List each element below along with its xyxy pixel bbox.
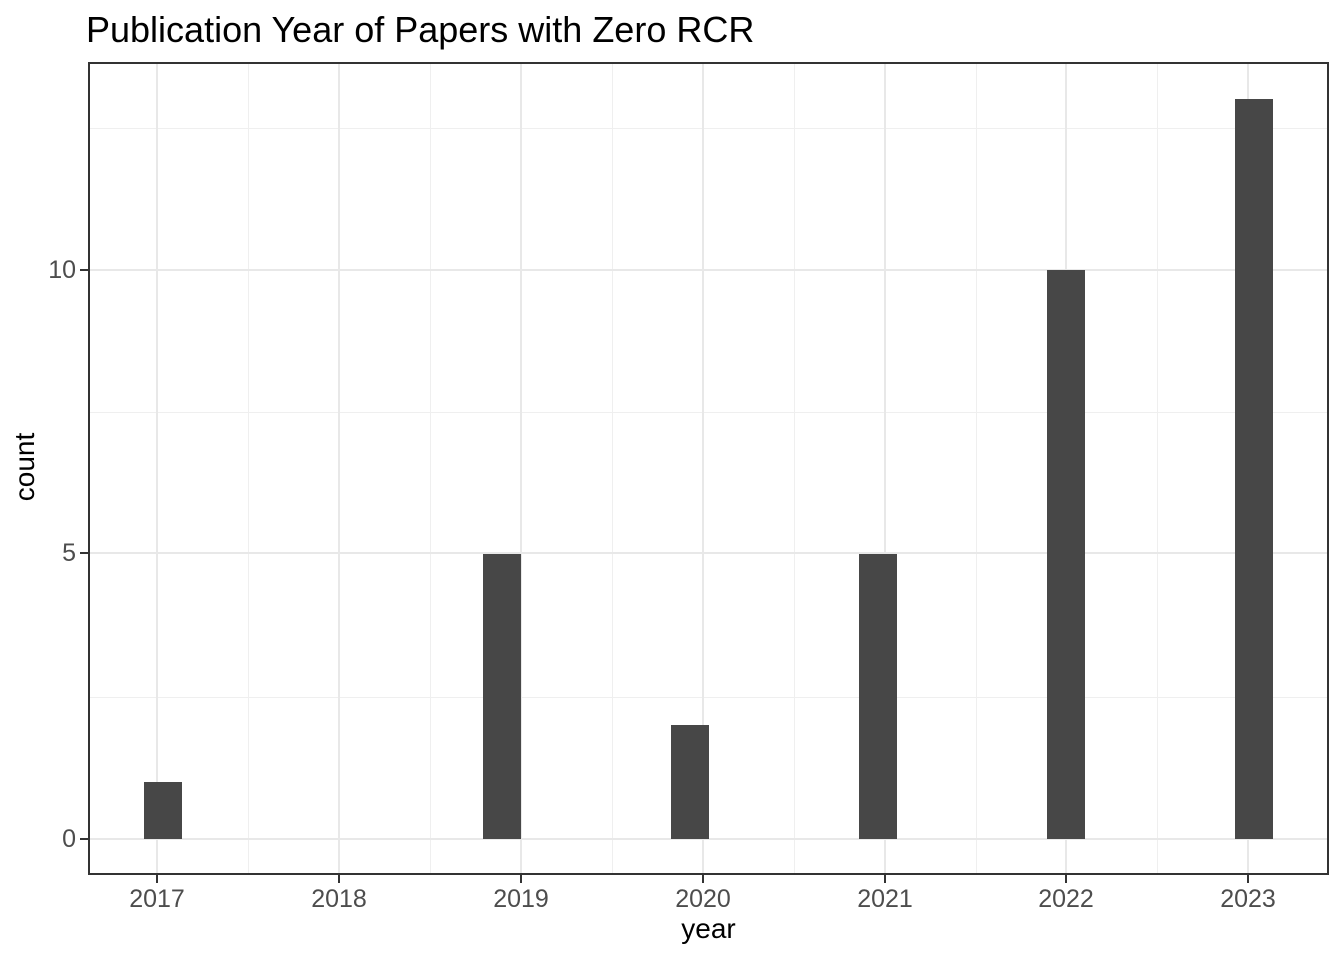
bar-2022: [1047, 270, 1085, 839]
x-tick-mark: [338, 875, 340, 883]
gridline-minor-vertical: [794, 64, 795, 873]
plot-title: Publication Year of Papers with Zero RCR: [86, 9, 755, 50]
gridline-minor-vertical: [1157, 64, 1158, 873]
y-tick-mark: [80, 838, 88, 840]
x-axis-title: year: [681, 913, 736, 944]
gridline-major-vertical: [884, 64, 886, 873]
gridline-major-vertical: [156, 64, 158, 873]
gridline-major-vertical: [702, 64, 704, 873]
x-tick-mark: [520, 875, 522, 883]
x-tick-label-2017: 2017: [129, 885, 185, 913]
y-tick-mark: [80, 269, 88, 271]
y-tick-label-5: 5: [62, 539, 76, 567]
x-tick-mark: [1065, 875, 1067, 883]
x-tick-label-2019: 2019: [493, 885, 549, 913]
x-tick-mark: [156, 875, 158, 883]
x-tick-label-2020: 2020: [675, 885, 731, 913]
x-tick-label-2021: 2021: [857, 885, 913, 913]
gridline-minor-horizontal: [90, 128, 1327, 129]
gridline-minor-horizontal: [90, 697, 1327, 698]
gridline-minor-horizontal: [90, 412, 1327, 413]
x-tick-label-2018: 2018: [311, 885, 367, 913]
bar-2023: [1235, 99, 1273, 839]
gridline-major-vertical: [338, 64, 340, 873]
gridline-minor-vertical: [976, 64, 977, 873]
plot-panel: [88, 62, 1329, 875]
gridline-major-vertical: [520, 64, 522, 873]
y-tick-label-0: 0: [62, 825, 76, 853]
gridline-minor-vertical: [248, 64, 249, 873]
gridline-minor-vertical: [430, 64, 431, 873]
gridline-major-horizontal: [90, 269, 1327, 271]
y-tick-label-10: 10: [48, 256, 76, 284]
x-tick-mark: [702, 875, 704, 883]
y-tick-mark: [80, 552, 88, 554]
bar-2021: [859, 554, 897, 839]
gridline-minor-vertical: [612, 64, 613, 873]
y-axis-title: count: [9, 432, 40, 502]
gridline-major-horizontal: [90, 838, 1327, 840]
x-tick-label-2023: 2023: [1220, 885, 1276, 913]
x-tick-label-2022: 2022: [1038, 885, 1094, 913]
bar-2017: [144, 782, 182, 839]
gridline-major-horizontal: [90, 552, 1327, 554]
bar-2020: [671, 725, 709, 839]
x-tick-mark: [1247, 875, 1249, 883]
x-tick-mark: [884, 875, 886, 883]
bar-2019: [483, 554, 521, 839]
